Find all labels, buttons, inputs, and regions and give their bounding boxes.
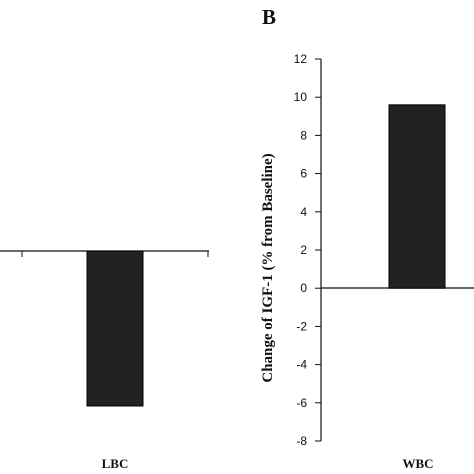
- y-tick-label: -8: [296, 434, 307, 448]
- panel-b: B Change of IGF-1 (% from Baseline) 12 10…: [260, 5, 474, 471]
- y-axis-title: Change of IGF-1 (% from Baseline): [260, 153, 276, 382]
- y-tick-label: -4: [296, 358, 307, 372]
- panel-a: LBC: [0, 250, 209, 471]
- panel-a-category-label: LBC: [102, 456, 129, 471]
- y-tick-label: 6: [300, 167, 307, 181]
- y-tick-label: 10: [294, 90, 308, 104]
- y-tick-label: 12: [294, 52, 308, 66]
- y-tick-label: 0: [300, 281, 307, 295]
- y-tick-label: 4: [300, 205, 307, 219]
- bar-lbc: [86, 250, 144, 407]
- y-tick-label: 2: [300, 243, 307, 257]
- y-tick-label: 8: [300, 128, 307, 142]
- panel-b-label: B: [262, 5, 276, 29]
- y-tick-label: -6: [296, 396, 307, 410]
- bar-wbc: [388, 104, 446, 289]
- panel-b-category-label: WBC: [402, 456, 433, 471]
- y-tick-label: -2: [296, 319, 307, 333]
